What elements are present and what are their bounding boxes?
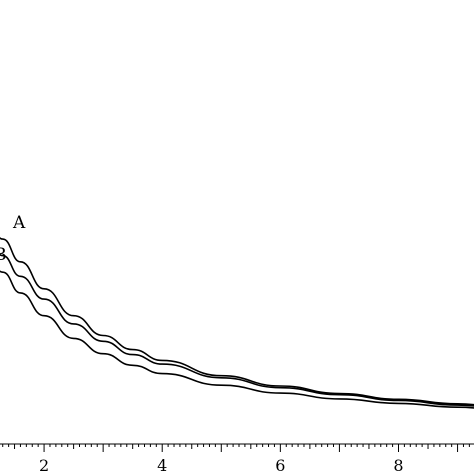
series-line-b [0,253,474,407]
curve-label-b: B [0,245,7,265]
series-group [0,237,474,409]
curve-labels: AB [0,213,26,265]
x-tick-label: 4 [157,456,167,474]
x-tick-label: 2 [39,456,49,474]
x-tick-label: 6 [275,456,285,474]
series-line-a [0,237,474,406]
x-tick-label: 8 [393,456,403,474]
curve-label-a: A [12,213,26,233]
series-line-3 [0,270,474,409]
x-axis: 2 4 6 8 [0,443,474,474]
